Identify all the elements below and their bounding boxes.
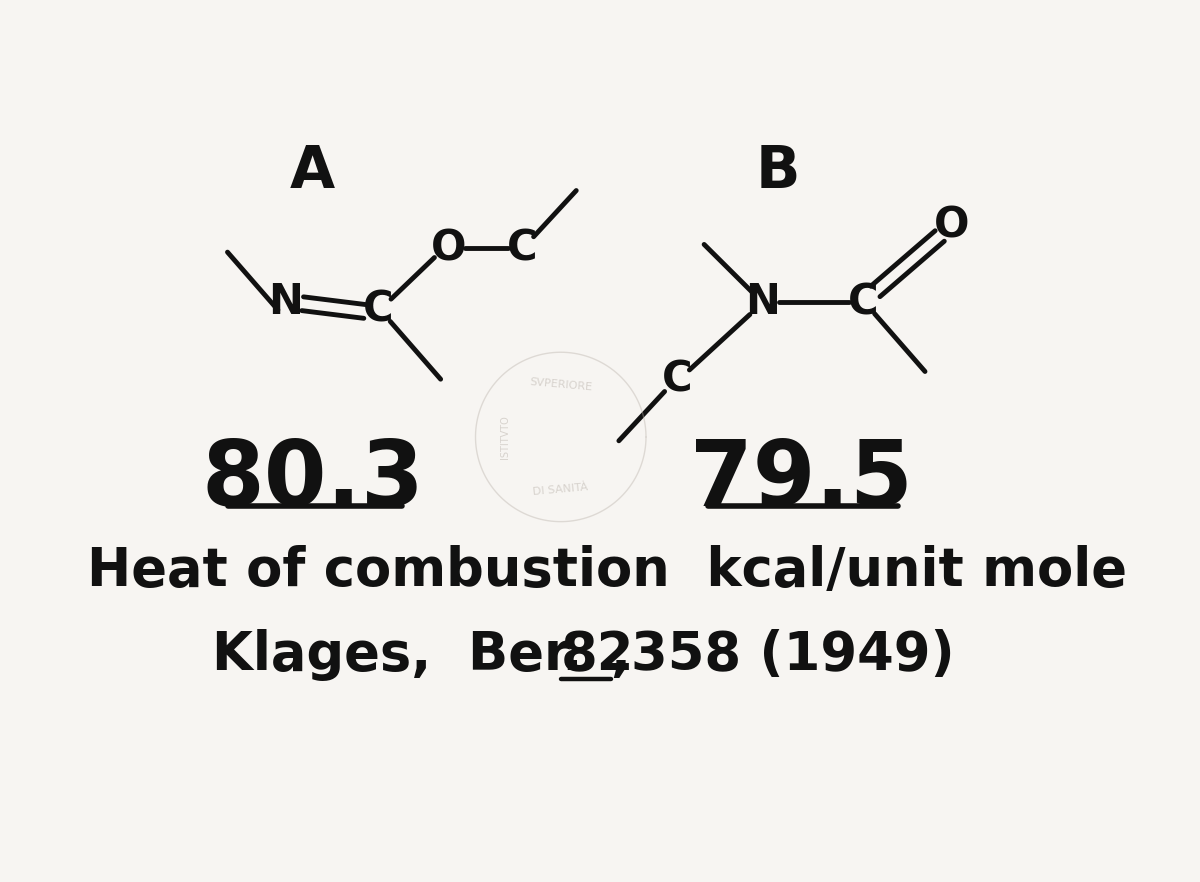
- Text: SVPERIORE: SVPERIORE: [529, 377, 593, 392]
- Text: 80.3: 80.3: [202, 437, 424, 525]
- Text: C: C: [506, 228, 538, 269]
- Text: C: C: [847, 281, 878, 323]
- Text: Klages,  Ber.: Klages, Ber.: [212, 630, 601, 682]
- Text: 82: 82: [560, 630, 635, 682]
- Text: A: A: [290, 143, 335, 200]
- Text: Heat of combustion  kcal/unit mole: Heat of combustion kcal/unit mole: [88, 545, 1127, 597]
- Text: C: C: [661, 358, 692, 400]
- Text: C: C: [364, 289, 394, 331]
- Text: N: N: [745, 281, 780, 323]
- Text: O: O: [935, 205, 970, 246]
- Text: O: O: [431, 228, 466, 269]
- Text: 79.5: 79.5: [690, 437, 912, 525]
- Text: DI SANITÀ: DI SANITÀ: [533, 482, 589, 497]
- Text: B: B: [756, 143, 800, 200]
- Text: N: N: [268, 281, 304, 323]
- Text: ISTITVTO: ISTITVTO: [500, 415, 510, 459]
- Text: ,358 (1949): ,358 (1949): [611, 630, 955, 682]
